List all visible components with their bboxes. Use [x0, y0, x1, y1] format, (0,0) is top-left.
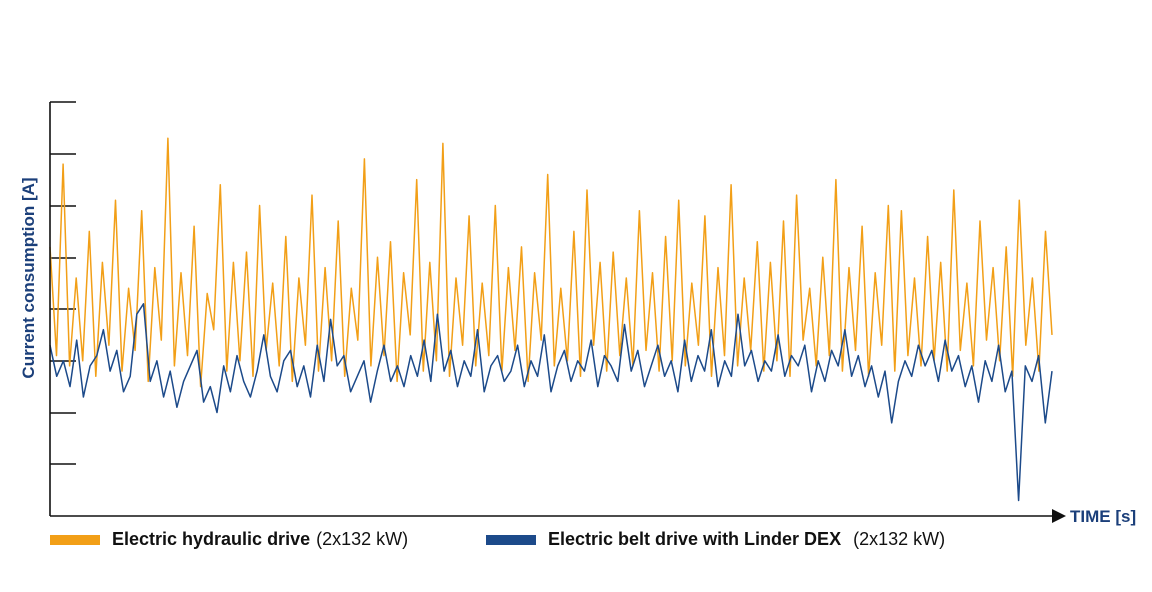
legend-swatch-belt — [486, 534, 536, 545]
series-layer — [49, 137, 1053, 502]
y-axis-ticks — [50, 101, 76, 465]
legend-swatch-hydraulic — [50, 534, 100, 545]
series-line-belt — [49, 303, 1053, 502]
legend-spec-hydraulic: (2x132 kW) — [316, 529, 409, 549]
series-line-hydraulic — [49, 137, 1053, 388]
legend-spec-belt: (2x132 kW) — [853, 529, 946, 549]
legend-label-belt: Electric belt drive with Linder DEX — [548, 529, 842, 549]
y-axis-label: Current consumption [A] — [19, 177, 38, 378]
legend-label-hydraulic: Electric hydraulic drive — [112, 529, 311, 549]
x-axis-arrow-icon — [1052, 509, 1066, 523]
x-axis-label: TIME [s] — [1070, 507, 1136, 526]
legend-item-hydraulic: Electric hydraulic drive (2x132 kW) — [50, 529, 408, 550]
legend: Electric hydraulic drive (2x132 kW) Elec… — [0, 529, 1152, 555]
legend-item-belt: Electric belt drive with Linder DEX (2x1… — [486, 529, 945, 550]
